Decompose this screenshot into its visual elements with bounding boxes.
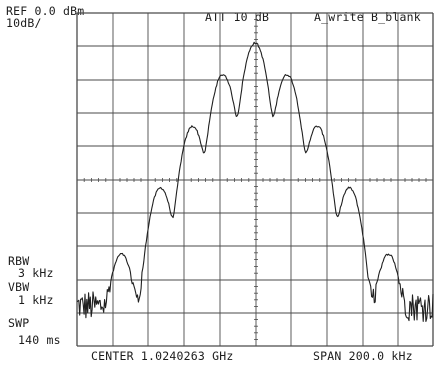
vbw-value: 1 kHz xyxy=(18,293,54,307)
scale-label: 10dB/ xyxy=(6,16,42,30)
rbw-label: RBW xyxy=(8,254,30,268)
attenuation-label: ATT 10 dB xyxy=(205,10,270,24)
trace-mode-label: A_write B_blank xyxy=(314,10,421,24)
sweep-value: 140 ms xyxy=(18,333,61,347)
graticule xyxy=(76,12,434,347)
vbw-label: VBW xyxy=(8,280,30,294)
spectrum-trace xyxy=(76,41,434,323)
center-frequency-label: CENTER 1.0240263 GHz xyxy=(91,349,234,363)
sweep-label: SWP xyxy=(8,316,30,330)
rbw-value: 3 kHz xyxy=(18,266,54,280)
ref-level-label: REF 0.0 dBm xyxy=(6,4,85,18)
span-label: SPAN 200.0 kHz xyxy=(313,349,413,363)
